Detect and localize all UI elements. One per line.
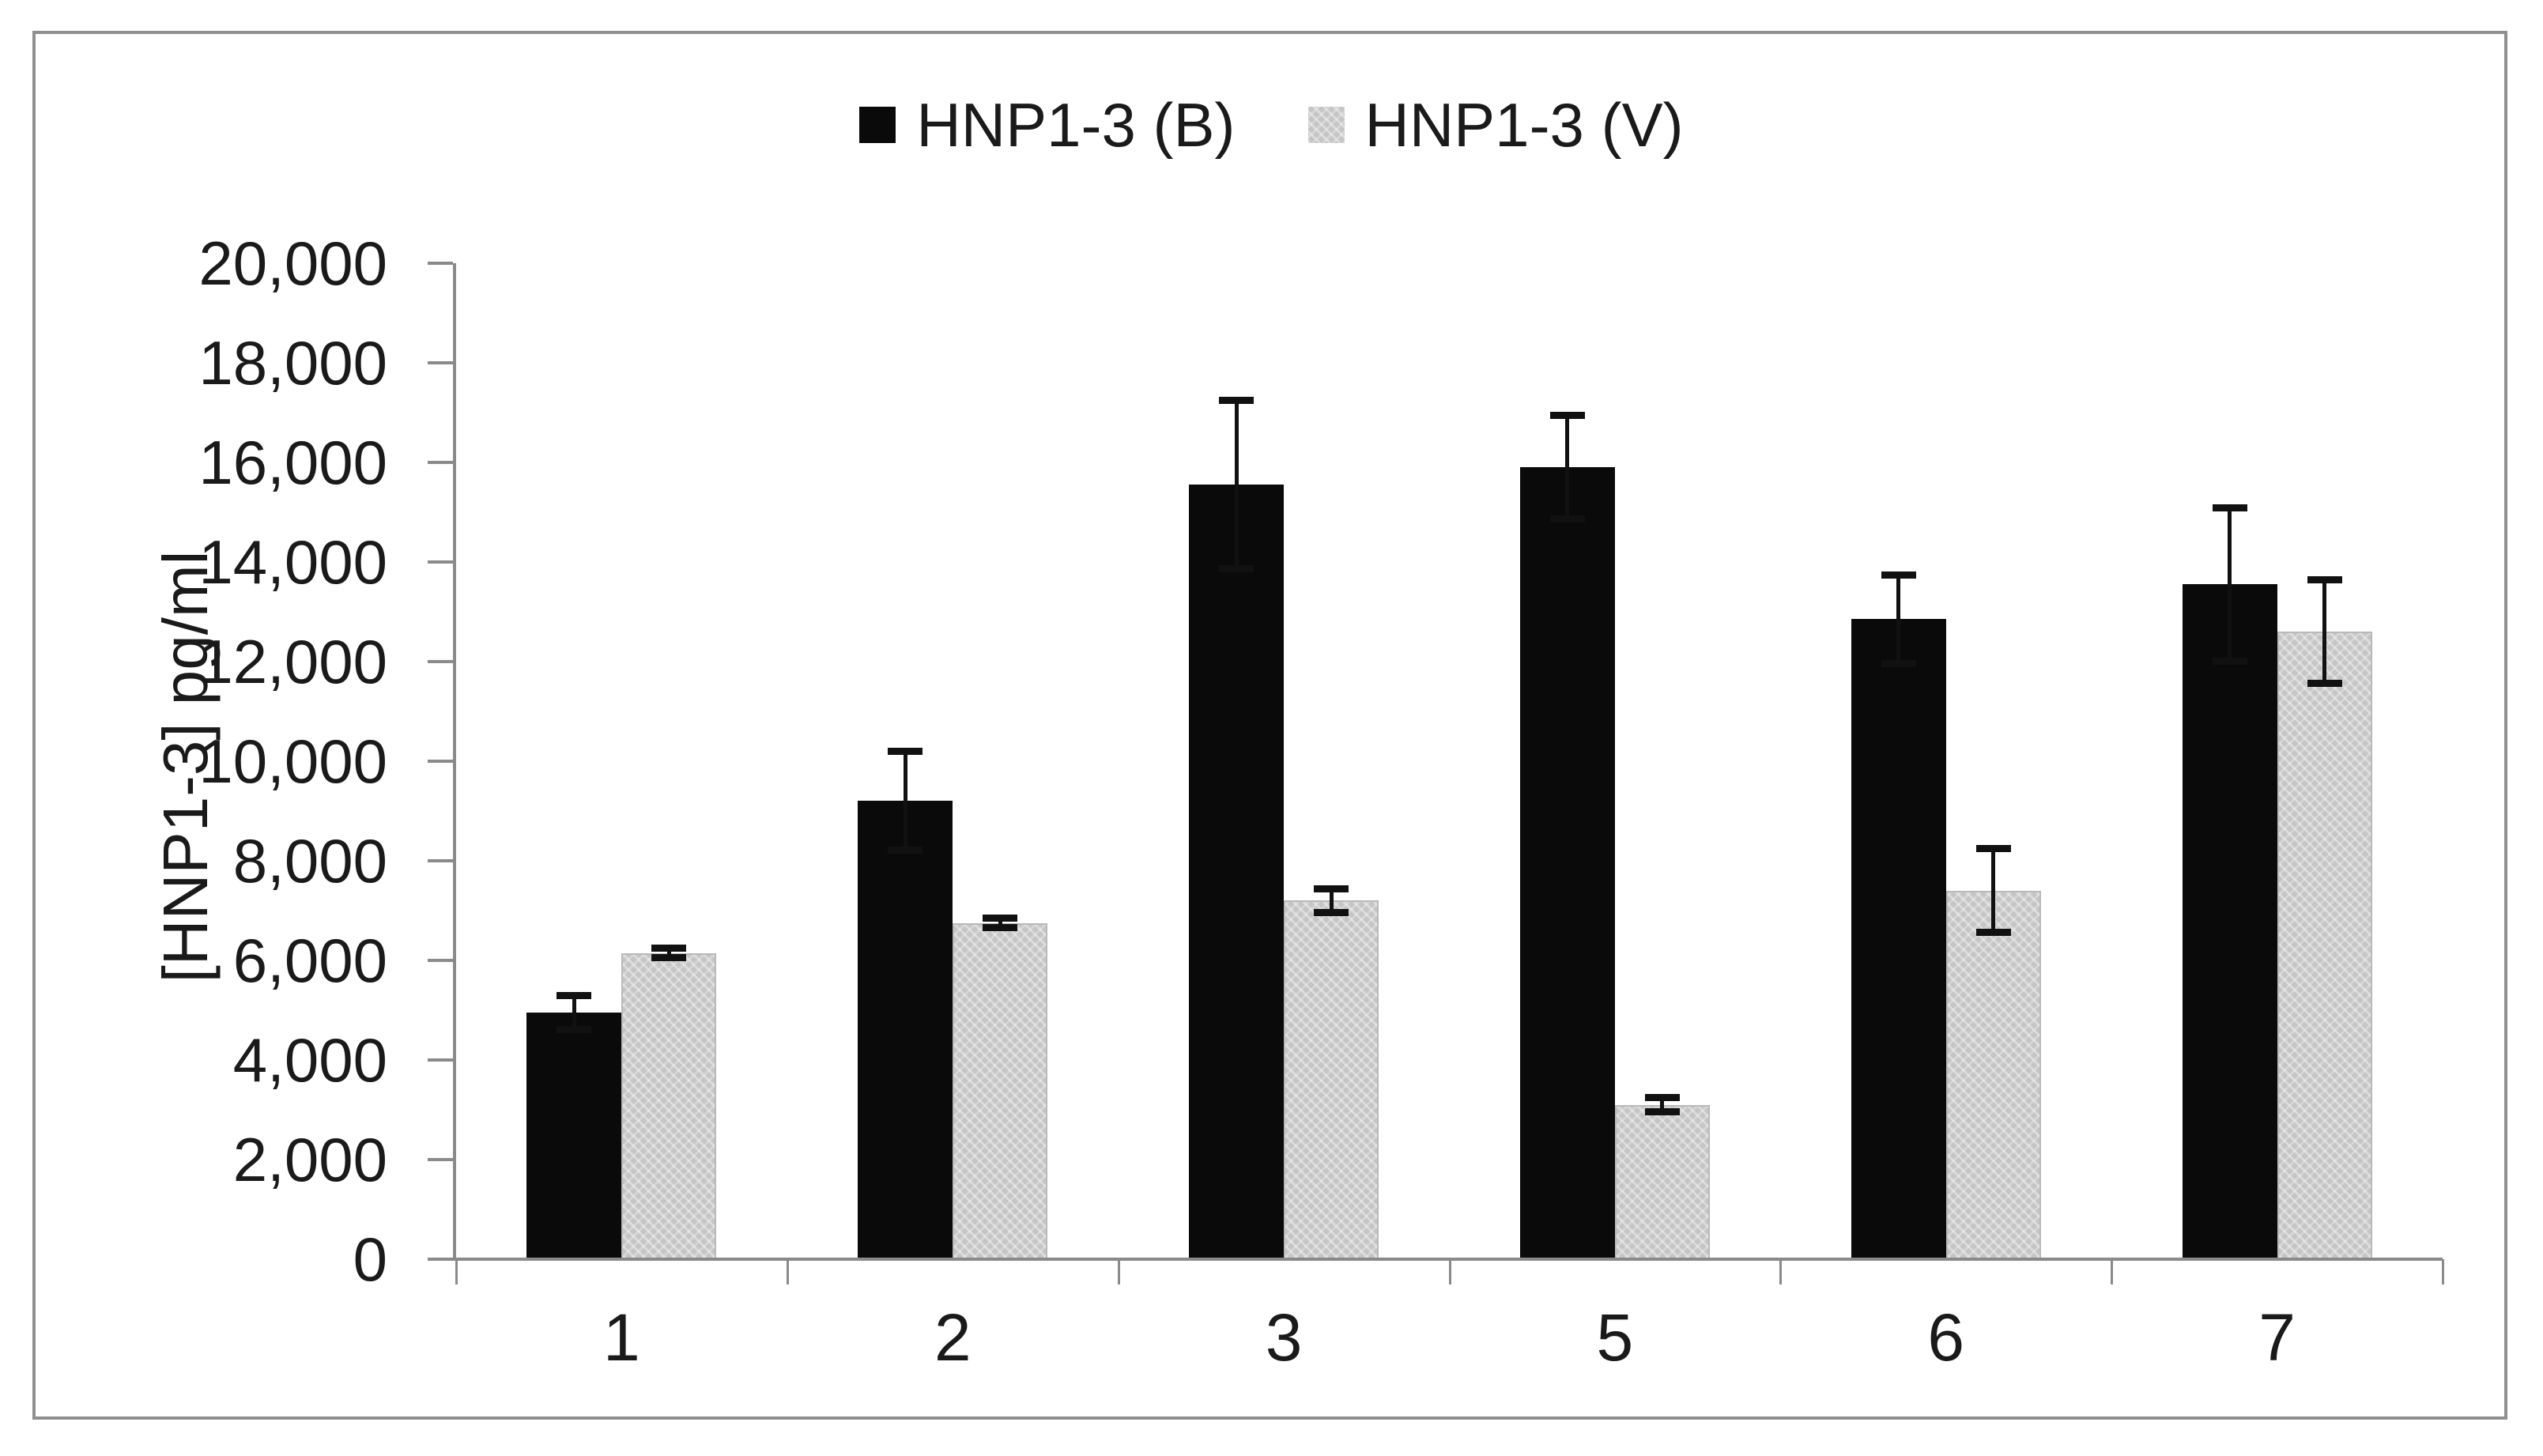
y-axis-tick [428, 560, 453, 564]
y-axis-tick [428, 859, 453, 862]
bar-b-cat2 [858, 801, 953, 1259]
error-bar-cap-top [1881, 571, 1916, 579]
error-bar-line [998, 918, 1002, 929]
error-bar-cap-top [888, 748, 923, 756]
x-axis-category-label: 6 [1927, 1300, 1965, 1375]
error-bar-cap-bottom [1549, 515, 1585, 523]
x-axis-divider-tick [1117, 1259, 1120, 1284]
error-bar-cap-bottom [1314, 909, 1349, 917]
error-bar-line [1896, 574, 1901, 665]
bar-v-cat6 [1945, 890, 2041, 1259]
error-bar-cap-top [1219, 397, 1255, 405]
error-bar-cap-bottom [2307, 680, 2342, 688]
error-bar-cap-bottom [983, 924, 1018, 932]
x-axis-divider-tick [2111, 1259, 2114, 1284]
error-bar-cap-bottom [651, 953, 687, 961]
x-axis-category-label: 7 [2258, 1300, 2296, 1375]
y-axis-tick [428, 660, 453, 663]
bar-v-cat3 [1284, 900, 1379, 1259]
error-bar-line [1991, 848, 1996, 934]
y-axis-tick-label: 14,000 [198, 527, 387, 597]
y-axis-tick [428, 760, 453, 763]
bar-b-cat1 [526, 1013, 622, 1259]
bar-b-cat7 [2182, 584, 2277, 1259]
y-axis-line [453, 263, 456, 1261]
error-bar-line [2322, 579, 2327, 685]
legend-label-hnp13-b: HNP1-3 (B) [916, 90, 1236, 160]
legend-item-hnp13-b: HNP1-3 (B) [859, 89, 1236, 161]
error-bar-cap-bottom [888, 847, 923, 854]
error-bar-line [666, 948, 671, 958]
error-bar-line [1565, 415, 1570, 520]
bar-v-cat2 [953, 922, 1048, 1259]
y-axis-tick-label: 0 [353, 1224, 387, 1294]
y-axis-tick-label: 6,000 [232, 926, 387, 995]
x-axis-divider-tick [2442, 1259, 2444, 1284]
bar-v-cat1 [621, 952, 717, 1259]
error-bar-line [903, 751, 907, 851]
x-axis-divider-tick [1448, 1259, 1451, 1284]
error-bar-line [1234, 400, 1239, 570]
bar-b-cat3 [1189, 485, 1285, 1259]
legend: HNP1-3 (B) HNP1-3 (V) [0, 89, 2543, 161]
y-axis-tick-label: 4,000 [232, 1025, 387, 1095]
error-bar-cap-top [2212, 504, 2247, 511]
x-axis-category-label: 3 [1265, 1300, 1303, 1375]
error-bar-cap-top [1975, 845, 2011, 853]
bar-b-cat6 [1851, 619, 1946, 1259]
error-bar-cap-bottom [2212, 658, 2247, 665]
error-bar-cap-bottom [1644, 1108, 1680, 1116]
y-axis-tick-label: 20,000 [198, 228, 387, 298]
error-bar-cap-top [1644, 1094, 1680, 1102]
bar-v-cat5 [1614, 1104, 1710, 1259]
legend-swatch-black [859, 107, 896, 143]
y-axis-tick-label: 18,000 [198, 328, 387, 398]
error-bar-cap-top [2307, 576, 2342, 584]
error-bar-line [2228, 507, 2232, 662]
error-bar-cap-top [651, 945, 687, 952]
bar-v-cat7 [2277, 632, 2372, 1259]
y-axis-tick-label: 12,000 [198, 627, 387, 696]
y-axis-tick [428, 1058, 453, 1062]
legend-item-hnp13-v: HNP1-3 (V) [1307, 89, 1684, 161]
error-bar-cap-top [1549, 412, 1585, 420]
y-axis-tick [428, 959, 453, 962]
y-axis-tick [428, 461, 453, 464]
y-axis-tick [428, 1258, 453, 1261]
y-axis-tick-label: 2,000 [232, 1125, 387, 1194]
x-axis-category-label: 5 [1596, 1300, 1634, 1375]
bar-b-cat5 [1519, 467, 1615, 1259]
error-bar-line [572, 995, 576, 1031]
y-axis-tick-label: 16,000 [198, 428, 387, 497]
y-axis-tick [428, 361, 453, 364]
x-axis-divider-tick [786, 1259, 789, 1284]
error-bar-cap-bottom [1219, 565, 1255, 573]
error-bar-cap-bottom [1975, 929, 2011, 937]
error-bar-line [1660, 1097, 1665, 1113]
y-axis-tick-label: 8,000 [232, 826, 387, 896]
error-bar-cap-bottom [1881, 660, 1916, 668]
error-bar-line [1329, 888, 1334, 914]
error-bar-cap-bottom [557, 1026, 592, 1034]
x-axis-category-label: 1 [603, 1300, 640, 1375]
y-axis-tick-label: 10,000 [198, 726, 387, 796]
error-bar-cap-top [557, 992, 592, 1000]
error-bar-cap-top [983, 915, 1018, 922]
x-axis-divider-tick [1779, 1259, 1783, 1284]
x-axis-category-label: 2 [934, 1300, 972, 1375]
x-axis-divider-tick [455, 1259, 458, 1284]
legend-swatch-gray [1307, 107, 1345, 143]
y-axis-tick [428, 262, 453, 265]
error-bar-cap-top [1314, 885, 1349, 892]
legend-label-hnp13-v: HNP1-3 (V) [1364, 90, 1684, 160]
y-axis-tick [428, 1158, 453, 1161]
